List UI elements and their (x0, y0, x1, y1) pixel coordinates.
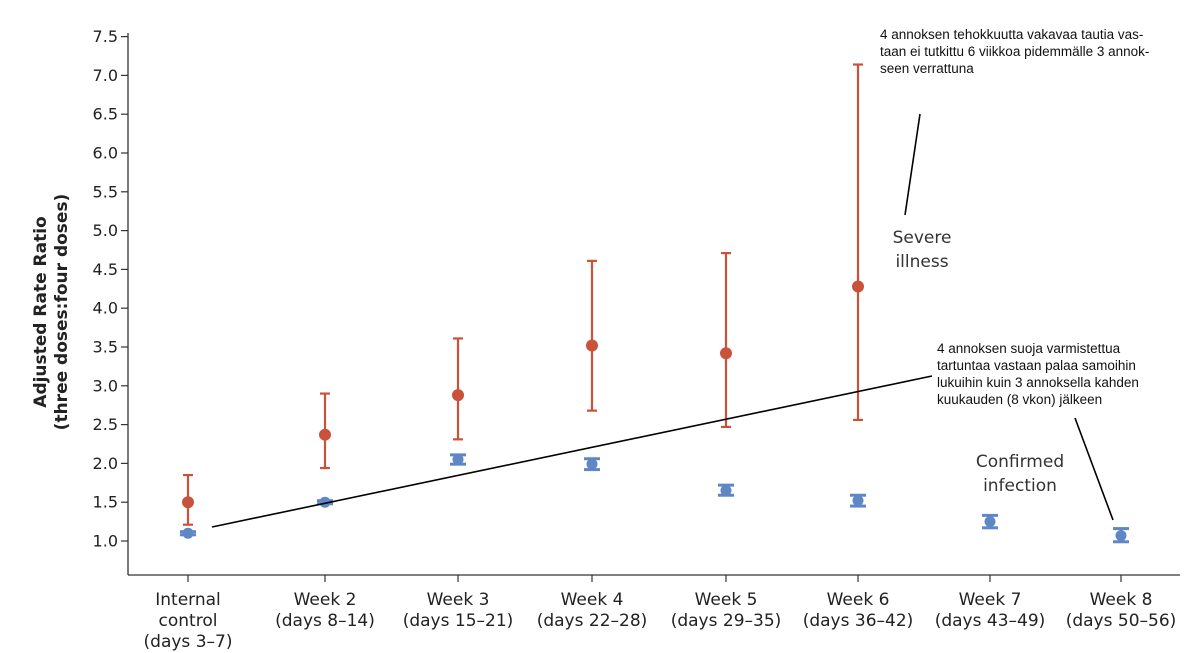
y-tick-label: 4.5 (93, 260, 118, 279)
severe-annotation-line: taan ei tutkittu 6 viikkoa pidemmälle 3 … (880, 44, 1149, 59)
infection-annotation-line: lukuihin kuin 3 annoksella kahden (937, 375, 1139, 390)
y-axis-title: Adjusted Rate Ratio(three doses:four dos… (31, 194, 72, 431)
y-tick-label: 3.5 (93, 338, 118, 357)
x-category-label-line: Week 2 (294, 590, 357, 610)
infection-point (182, 527, 194, 539)
severe-point (720, 347, 732, 360)
infection-point (984, 516, 996, 528)
x-category-label-line: Week 5 (695, 590, 758, 610)
infection-point (452, 454, 464, 466)
severe-annotation-line: seen verrattuna (880, 61, 974, 76)
series-label-line: Severe (893, 228, 952, 248)
x-category-label-line: Week 8 (1090, 590, 1153, 610)
x-category-label-line: (days 36–42) (803, 611, 914, 631)
x-category-label: Week 3 (days 15–21) (403, 590, 514, 631)
x-category-label-line: Week 6 (827, 590, 890, 610)
y-tick-label: 6.0 (93, 144, 118, 163)
y-axis-title-line: Adjusted Rate Ratio (31, 216, 51, 407)
infection-annotation-pointer (1074, 417, 1114, 521)
severe-annotation-pointer (904, 113, 921, 216)
infection-series-label: Confirmed infection (976, 452, 1064, 496)
x-category-label-line: (days 15–21) (403, 611, 514, 631)
severe-annotation: 4 annoksen tehokkuutta vakavaa tautia va… (880, 27, 1149, 76)
infection-point (586, 458, 598, 470)
series-label-line: infection (983, 476, 1057, 496)
infection-point (1115, 530, 1127, 542)
severe-point (586, 339, 598, 352)
y-axis-title-line: (three doses:four doses) (52, 194, 72, 431)
infection-point (720, 485, 732, 497)
x-category-label-line: control (159, 611, 218, 631)
y-tick-label: 6.5 (93, 105, 118, 124)
infection-annotation: 4 annoksen suoja varmistettua tartuntaa v… (937, 341, 1139, 407)
severe-point (182, 496, 194, 509)
x-category-label-line: (days 50–56) (1066, 611, 1177, 631)
x-category-label: Internal control (days 3–7) (144, 590, 233, 652)
y-tick-label: 7.0 (93, 66, 118, 85)
infection-annotation-line: kuukauden (8 vkon) jälkeen (937, 392, 1102, 407)
x-category-label-line: (days 22–28) (537, 611, 648, 631)
x-category-label-line: Week 4 (561, 590, 624, 610)
x-category-label: Week 4 (days 22–28) (537, 590, 648, 631)
infection-point (319, 496, 331, 508)
y-tick-label: 2.5 (93, 415, 118, 434)
x-category-label: Week 6 (days 36–42) (803, 590, 914, 631)
x-category-label: Week 8 (days 50–56) (1066, 590, 1177, 631)
infection-point (852, 495, 864, 507)
severe-point (452, 389, 464, 402)
x-category-label-line: (days 43–49) (935, 611, 1046, 631)
infection-annotation-line: 4 annoksen suoja varmistettua (937, 341, 1121, 356)
severe-annotation-line: 4 annoksen tehokkuutta vakavaa tautia va… (880, 27, 1143, 42)
x-category-label-line: (days 8–14) (275, 611, 375, 631)
x-category-label-line: (days 29–35) (671, 611, 782, 631)
severe-point (852, 280, 864, 293)
x-category-label: Week 2 (days 8–14) (275, 590, 375, 631)
y-tick-label: 4.0 (93, 299, 118, 318)
infection-annotation-line: tartuntaa vastaan palaa samoihin (937, 358, 1136, 373)
y-tick-label: 3.0 (93, 376, 118, 395)
series-label-line: illness (895, 252, 948, 272)
y-tick-label: 5.5 (93, 182, 118, 201)
severe-point (319, 428, 331, 441)
x-category-label-line: Week 3 (427, 590, 490, 610)
x-category-label-line: Internal (155, 590, 221, 610)
x-category-label-line: (days 3–7) (144, 632, 233, 652)
y-tick-label: 5.0 (93, 221, 118, 240)
severe-series-label: Severe illness (893, 228, 952, 272)
y-tick-label: 1.5 (93, 493, 118, 512)
x-category-label-line: Week 7 (959, 590, 1022, 610)
x-category-label: Week 5 (days 29–35) (671, 590, 782, 631)
y-tick-label: 2.0 (93, 454, 118, 473)
y-tick-label: 1.0 (93, 532, 118, 551)
series-label-line: Confirmed (976, 452, 1064, 472)
x-category-label: Week 7 (days 43–49) (935, 590, 1046, 631)
infection-annotation-trend-line (211, 375, 933, 528)
y-tick-label: 7.5 (93, 27, 118, 46)
